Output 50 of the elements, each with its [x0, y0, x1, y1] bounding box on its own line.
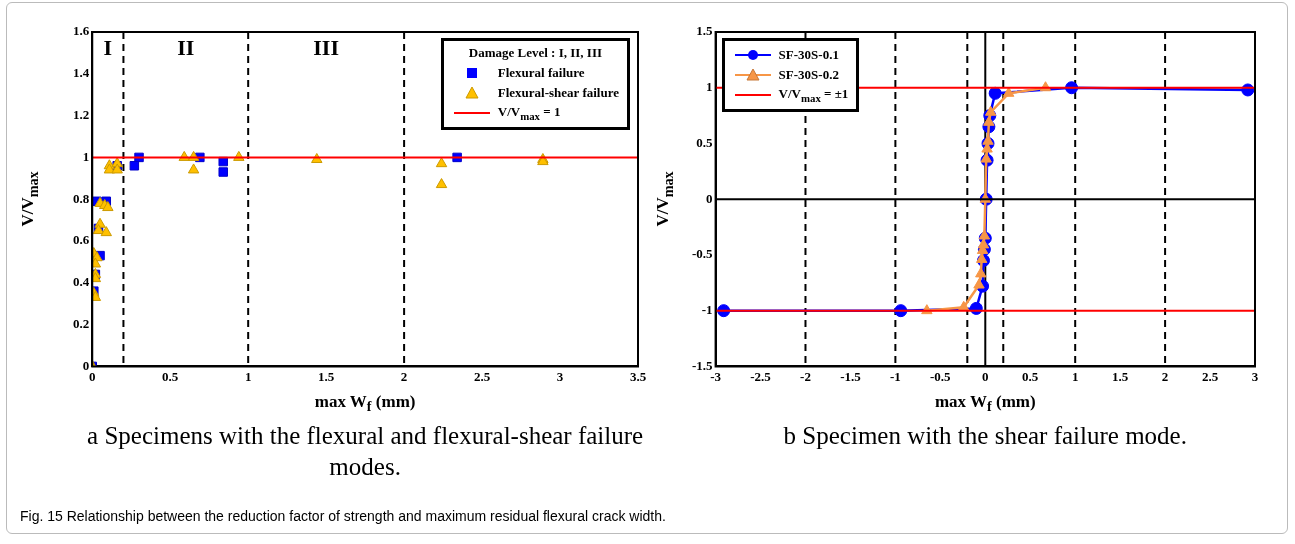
- y-tick-label: 0.6: [73, 232, 90, 248]
- ref-line-label: V/V$_{max}$ = ±1: [778, 86, 849, 104]
- caption: Fig. 15 Relationship between the reduction factor of strength and maximum residual flexural crack width.: [20, 508, 666, 524]
- x-tick-label: -1: [889, 368, 901, 384]
- x-tick-label: 2: [1161, 368, 1169, 384]
- y-tick-label: -1.5: [691, 357, 714, 373]
- legend-label: SF-30S-0.2: [778, 67, 839, 83]
- y-tick-label: 1.6: [73, 23, 90, 39]
- x-tick-label: 3: [556, 368, 564, 384]
- y-tick-label: 0: [82, 357, 90, 373]
- y-tick-label: 0.2: [73, 315, 90, 331]
- legend-label: SF-30S-0.1: [778, 47, 839, 63]
- x-tick-label: 2: [400, 368, 408, 384]
- y-tick-label: -0.5: [691, 246, 714, 262]
- text: a Specimens with the flexural and flexural-shear failure modes.: [86, 421, 645, 482]
- x-tick-label: 2.5: [1201, 368, 1219, 384]
- x-tick-label: 3.5: [629, 368, 647, 384]
- legend-title: Damage Level : I, II, III: [467, 45, 603, 61]
- y-tick-label: 1.4: [73, 65, 90, 81]
- text: b Specimen with the shear failure mode.: [782, 421, 1188, 451]
- x-tick-label: 0.5: [1022, 368, 1039, 384]
- ref-line-label: III: [313, 34, 339, 60]
- y-tick-label: 0.5: [696, 134, 714, 150]
- y-tick-label: -1: [701, 302, 713, 318]
- y-tick-label: 1.2: [73, 106, 90, 122]
- x-axis-title: max W$_{f}$ (mm): [313, 392, 417, 416]
- x-tick-label: 1: [1071, 368, 1079, 384]
- y-tick-label: 1: [82, 148, 90, 164]
- y-tick-label: 0.4: [73, 274, 90, 290]
- x-tick-label: 2.5: [473, 368, 491, 384]
- x-axis-title: max W$_{f}$ (mm): [933, 392, 1037, 416]
- x-tick-label: -2.5: [750, 368, 772, 384]
- y-tick-label: 0: [706, 190, 713, 206]
- x-tick-label: 1: [244, 368, 252, 384]
- legend-label: Flexural failure: [497, 65, 585, 81]
- x-tick-label: 3: [1251, 368, 1259, 384]
- y-tick-label: 0.8: [73, 190, 90, 206]
- x-tick-label: 1.5: [1112, 368, 1129, 384]
- x-tick-label: -2: [800, 368, 811, 384]
- ref-line-label: I: [103, 34, 113, 60]
- x-tick-label: 1.5: [318, 368, 335, 384]
- x-tick-label: 0: [982, 368, 989, 384]
- legend-label: V/V$_{max}$ = 1: [497, 104, 561, 122]
- ref-line-label: II: [177, 34, 195, 60]
- x-tick-label: -0.5: [930, 368, 952, 384]
- y-tick-label: 1: [706, 79, 713, 95]
- x-tick-label: -1.5: [840, 368, 862, 384]
- y-tick-label: 1.5: [696, 23, 714, 39]
- legend-label: Flexural-shear failure: [497, 85, 619, 101]
- x-tick-label: 0.5: [162, 368, 179, 384]
